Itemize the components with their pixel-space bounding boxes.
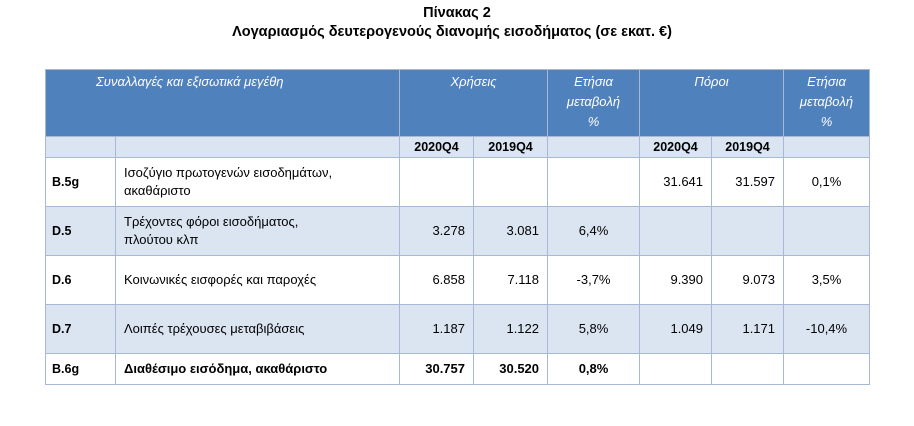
row-uses-previous: 7.118	[472, 255, 549, 305]
title-block: Πίνακας 2 Λογαριασμός δευτερογενούς διαν…	[0, 4, 914, 42]
row-resources-previous	[711, 206, 785, 256]
header-resources: Πόροι	[639, 69, 785, 137]
row-resources-change: 0,1%	[783, 157, 871, 207]
row-uses-current: 6.858	[399, 255, 474, 305]
row-uses-change	[547, 157, 641, 207]
income-distribution-table: Συναλλαγές και εξισωτικά μεγέθη Χρήσεις …	[45, 69, 871, 385]
row-resources-change	[783, 353, 871, 385]
annual-change-line1: Ετήσια	[807, 74, 846, 89]
row-uses-change: 0,8%	[547, 353, 641, 385]
row-resources-current	[639, 206, 713, 256]
row-resources-previous: 31.597	[711, 157, 785, 207]
row-description: Λοιπές τρέχουσες μεταβιβάσεις	[115, 304, 400, 354]
header-empty	[45, 136, 116, 158]
row-uses-previous: 1.122	[472, 304, 549, 354]
row-description: Διαθέσιμο εισόδημα, ακαθάριστο	[115, 353, 400, 385]
header-empty	[783, 136, 871, 158]
row-code: D.5	[45, 206, 116, 256]
table-title: Πίνακας 2	[423, 5, 491, 21]
row-description-line1: Τρέχοντες φόροι εισοδήματος,	[124, 214, 299, 229]
header-resources-annual-change: Ετήσια μεταβολή %	[783, 69, 871, 137]
row-uses-current	[399, 157, 474, 207]
row-uses-change: 5,8%	[547, 304, 641, 354]
header-resources-previous-period: 2019Q4	[711, 136, 785, 158]
header-empty	[547, 136, 641, 158]
annual-change-line2: μεταβολή	[799, 94, 854, 109]
header-row-main: Συναλλαγές και εξισωτικά μεγέθη Χρήσεις …	[45, 69, 871, 137]
header-row-periods: 2020Q4 2019Q4 2020Q4 2019Q4	[45, 136, 871, 158]
row-uses-current: 1.187	[399, 304, 474, 354]
row-uses-previous: 3.081	[472, 206, 549, 256]
header-transactions: Συναλλαγές και εξισωτικά μεγέθη	[45, 69, 400, 137]
row-code: B.5g	[45, 157, 116, 207]
annual-change-line3: %	[587, 114, 600, 129]
row-uses-change: 6,4%	[547, 206, 641, 256]
row-uses-current: 3.278	[399, 206, 474, 256]
row-resources-change: -10,4%	[783, 304, 871, 354]
row-resources-change	[783, 206, 871, 256]
row-resources-current	[639, 353, 713, 385]
row-code: B.6g	[45, 353, 116, 385]
row-resources-current: 9.390	[639, 255, 713, 305]
header-uses-annual-change: Ετήσια μεταβολή %	[547, 69, 641, 137]
row-code: D.6	[45, 255, 116, 305]
header-uses-previous-period: 2019Q4	[472, 136, 549, 158]
row-resources-previous: 1.171	[711, 304, 785, 354]
row-description: Κοινωνικές εισφορές και παροχές	[115, 255, 400, 305]
row-uses-previous	[472, 157, 549, 207]
table-subtitle: Λογαριασμός δευτερογενούς διανομής εισοδ…	[232, 24, 672, 40]
row-description-line1: Ισοζύγιο πρωτογενών εισοδημάτων,	[124, 165, 333, 180]
row-code: D.7	[45, 304, 116, 354]
header-empty	[115, 136, 400, 158]
row-description-line2: πλούτου κλπ	[124, 232, 199, 247]
table-row: D.7 Λοιπές τρέχουσες μεταβιβάσεις 1.187 …	[45, 304, 871, 354]
table-row: D.6 Κοινωνικές εισφορές και παροχές 6.85…	[45, 255, 871, 305]
row-resources-current: 31.641	[639, 157, 713, 207]
row-description: Τρέχοντες φόροι εισοδήματος, πλούτου κλπ	[115, 206, 400, 256]
table-row: D.5 Τρέχοντες φόροι εισοδήματος, πλούτου …	[45, 206, 871, 256]
row-uses-current: 30.757	[399, 353, 474, 385]
row-resources-previous	[711, 353, 785, 385]
annual-change-line2: μεταβολή	[566, 94, 621, 109]
row-description: Ισοζύγιο πρωτογενών εισοδημάτων, ακαθάρισ…	[115, 157, 400, 207]
row-resources-change: 3,5%	[783, 255, 871, 305]
annual-change-line1: Ετήσια	[574, 74, 613, 89]
header-uses-current-period: 2020Q4	[399, 136, 474, 158]
header-uses: Χρήσεις	[398, 69, 549, 137]
header-resources-current-period: 2020Q4	[639, 136, 713, 158]
row-uses-previous: 30.520	[472, 353, 549, 385]
table-row: B.6g Διαθέσιμο εισόδημα, ακαθάριστο 30.7…	[45, 353, 871, 385]
row-description-line2: ακαθάριστο	[124, 183, 191, 198]
row-resources-previous: 9.073	[711, 255, 785, 305]
row-uses-change: -3,7%	[547, 255, 641, 305]
table-row: B.5g Ισοζύγιο πρωτογενών εισοδημάτων, ακα…	[45, 157, 871, 207]
row-resources-current: 1.049	[639, 304, 713, 354]
annual-change-line3: %	[820, 114, 833, 129]
